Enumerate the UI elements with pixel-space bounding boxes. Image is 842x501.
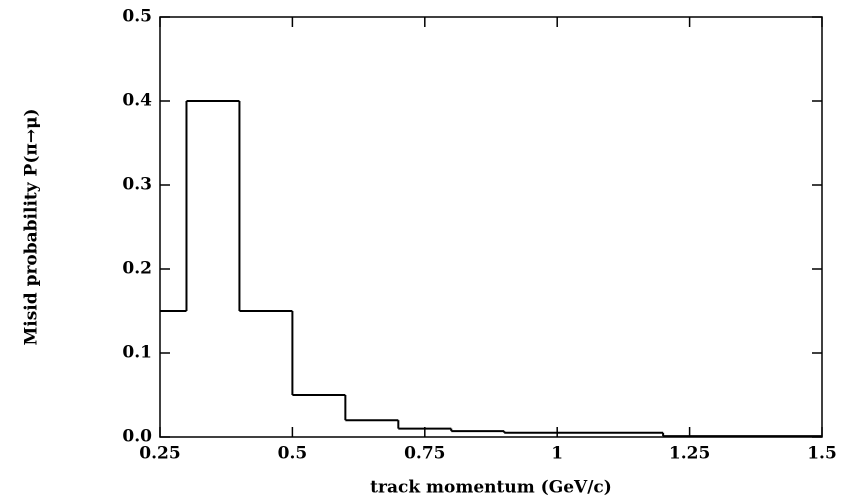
x-tick-label: 1 bbox=[551, 444, 563, 464]
x-tick-label: 0.25 bbox=[139, 444, 180, 464]
y-axis-label: Misid probability P(π→μ) bbox=[22, 108, 42, 345]
x-tick-label: 1.5 bbox=[807, 444, 837, 464]
y-tick-label: 0.4 bbox=[122, 91, 152, 111]
y-tick-label: 0.1 bbox=[122, 343, 152, 363]
y-tick-label: 0.3 bbox=[122, 175, 152, 195]
y-tick-label: 0.5 bbox=[122, 7, 152, 27]
x-tick-label: 0.75 bbox=[404, 444, 445, 464]
plot-frame bbox=[159, 16, 823, 438]
y-tick-label: 0.2 bbox=[122, 259, 152, 279]
y-tick-label: 0.0 bbox=[122, 427, 152, 447]
x-tick-label: 0.5 bbox=[278, 444, 308, 464]
x-axis-label: track momentum (GeV/c) bbox=[370, 478, 612, 498]
x-tick-label: 1.25 bbox=[669, 444, 710, 464]
